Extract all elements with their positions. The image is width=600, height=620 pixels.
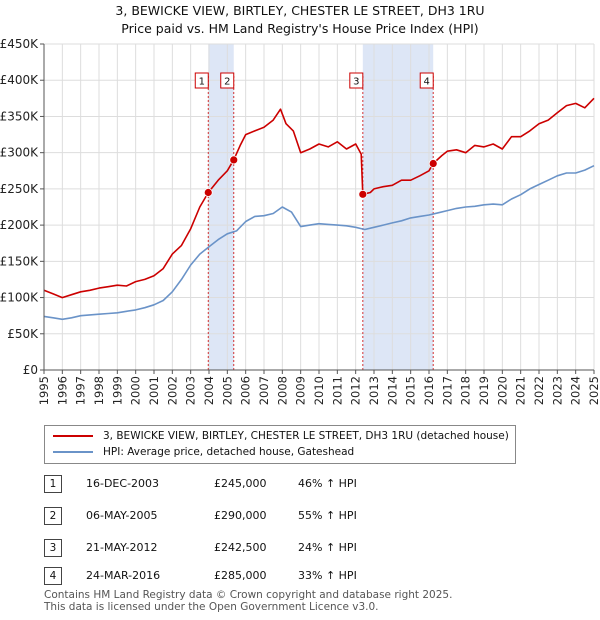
- sale-point: [229, 155, 239, 165]
- y-tick-label: £150K: [0, 254, 39, 268]
- x-tick-label: 2014: [385, 376, 399, 405]
- y-tick-label: £300K: [0, 146, 39, 160]
- sale-label-box: [419, 72, 434, 89]
- legend-swatch-property: [53, 435, 93, 437]
- x-tick-label: 2000: [129, 376, 143, 405]
- x-tick-label: 2024: [569, 376, 583, 405]
- shaded-range: [208, 44, 234, 370]
- sale-price: £245,000: [214, 477, 267, 490]
- grid-lines: [43, 43, 595, 371]
- x-tick-label: 1999: [110, 376, 124, 405]
- y-axis-ticks: £0 £50K £100K £150K £200K £250K £300K £350K £400…: [0, 37, 44, 377]
- sale-point: [428, 159, 438, 168]
- property-series-line: [43, 97, 595, 299]
- sale-row: 4 24-MAR-2016 £285,000 33% ↑ HPI: [44, 567, 464, 585]
- chart-title: 3, BEWICKE VIEW, BIRTLEY, CHESTER LE STR…: [0, 2, 600, 38]
- sale-point: [358, 189, 368, 199]
- x-tick-label: 1995: [37, 376, 51, 405]
- x-tick-label: 1996: [55, 376, 69, 405]
- y-tick-label: £350K: [0, 109, 39, 123]
- sale-price: £242,500: [214, 541, 267, 554]
- y-tick-label: £100K: [0, 291, 39, 305]
- x-tick-label: 2008: [275, 376, 289, 405]
- x-tick-label: 1998: [92, 376, 106, 405]
- x-tick-label: 2005: [220, 376, 234, 405]
- sale-hpi-change: 33% ↑ HPI: [298, 569, 357, 582]
- x-tick-label: 2021: [514, 376, 528, 405]
- x-tick-label: 2016: [422, 376, 436, 405]
- y-tick-label: £50K: [7, 327, 39, 341]
- sale-label-box: [194, 72, 209, 89]
- y-tick-label: £450K: [0, 37, 39, 51]
- price-chart: £0 £50K £100K £150K £200K £250K £300K £350K £400…: [0, 37, 600, 405]
- shaded-ranges: [208, 44, 434, 370]
- x-tick-label: 2002: [165, 376, 179, 405]
- y-tick-label: £250K: [0, 182, 39, 196]
- sale-point: [203, 188, 213, 197]
- x-tick-label: 2006: [239, 376, 253, 405]
- footer: Contains HM Land Registry data © Crown c…: [44, 589, 452, 613]
- sale-label-number: 4: [424, 77, 430, 88]
- sale-label-number: 2: [224, 77, 230, 88]
- sale-label-number: 3: [353, 77, 359, 88]
- sale-points: [203, 155, 438, 199]
- x-tick-label: 2004: [202, 376, 216, 405]
- x-tick-label: 2013: [367, 376, 381, 405]
- legend-label-property: 3, BEWICKE VIEW, BIRTLEY, CHESTER LE STR…: [103, 430, 509, 442]
- legend-item-property: 3, BEWICKE VIEW, BIRTLEY, CHESTER LE STR…: [53, 428, 509, 444]
- legend: 3, BEWICKE VIEW, BIRTLEY, CHESTER LE STR…: [44, 425, 516, 464]
- footer-copyright: Contains HM Land Registry data © Crown c…: [44, 589, 453, 601]
- sale-number-badge: 3: [44, 539, 62, 557]
- x-tick-label: 2011: [330, 376, 344, 405]
- sale-number-badge: 4: [44, 567, 62, 585]
- legend-swatch-hpi: [53, 451, 93, 453]
- sale-label-number: 1: [199, 77, 205, 88]
- x-tick-label: 2018: [459, 376, 473, 405]
- x-tick-label: 1997: [74, 376, 88, 405]
- x-tick-label: 2015: [404, 376, 418, 405]
- sale-row: 1 16-DEC-2003 £245,000 46% ↑ HPI: [44, 475, 464, 493]
- x-axis-ticks: 1995 1996 1997 1998 1999 2000 2001 2002 2003 2004…: [37, 370, 600, 405]
- x-tick-label: 2023: [550, 376, 564, 405]
- sale-hpi-change: 24% ↑ HPI: [298, 541, 357, 554]
- sale-price: £290,000: [214, 509, 267, 522]
- series-lines: [43, 97, 595, 321]
- footer-licence: This data is licensed under the Open Gov…: [44, 601, 379, 613]
- sale-row: 2 06-MAY-2005 £290,000 55% ↑ HPI: [44, 507, 464, 525]
- sale-labels: 1 2 3 4: [194, 72, 434, 89]
- x-tick-label: 2025: [587, 376, 600, 405]
- legend-label-hpi: HPI: Average price, detached house, Gate…: [103, 446, 355, 458]
- legend-item-hpi: HPI: Average price, detached house, Gate…: [53, 444, 354, 460]
- sale-marker-lines: [207, 76, 434, 370]
- x-tick-label: 2003: [184, 376, 198, 405]
- sale-hpi-change: 46% ↑ HPI: [298, 477, 357, 490]
- x-tick-label: 2012: [349, 376, 363, 405]
- y-tick-label: £200K: [0, 218, 39, 232]
- title-line-2: Price paid vs. HM Land Registry's House …: [121, 21, 479, 36]
- sale-date: 24-MAR-2016: [86, 569, 161, 582]
- x-tick-label: 2001: [147, 376, 161, 405]
- sale-label-box: [220, 72, 235, 89]
- x-tick-label: 2010: [312, 376, 326, 405]
- x-tick-label: 2022: [532, 376, 546, 405]
- sale-number-badge: 1: [44, 475, 62, 493]
- x-tick-label: 2019: [477, 376, 491, 405]
- x-tick-label: 2020: [495, 376, 509, 405]
- y-tick-label: £0: [23, 363, 38, 377]
- x-tick-label: 2007: [257, 376, 271, 405]
- x-tick-label: 2009: [294, 376, 308, 405]
- sale-date: 06-MAY-2005: [86, 509, 158, 522]
- shaded-range: [362, 44, 434, 370]
- sale-label-box: [349, 72, 364, 89]
- sale-price: £285,000: [214, 569, 267, 582]
- x-tick-label: 2017: [440, 376, 454, 405]
- sale-hpi-change: 55% ↑ HPI: [298, 509, 357, 522]
- sale-number-badge: 2: [44, 507, 62, 525]
- sale-date: 16-DEC-2003: [86, 477, 160, 490]
- title-line-1: 3, BEWICKE VIEW, BIRTLEY, CHESTER LE STR…: [115, 3, 485, 18]
- sale-date: 21-MAY-2012: [86, 541, 158, 554]
- sale-row: 3 21-MAY-2012 £242,500 24% ↑ HPI: [44, 539, 464, 557]
- hpi-series-line: [43, 164, 595, 321]
- y-tick-label: £400K: [0, 73, 39, 87]
